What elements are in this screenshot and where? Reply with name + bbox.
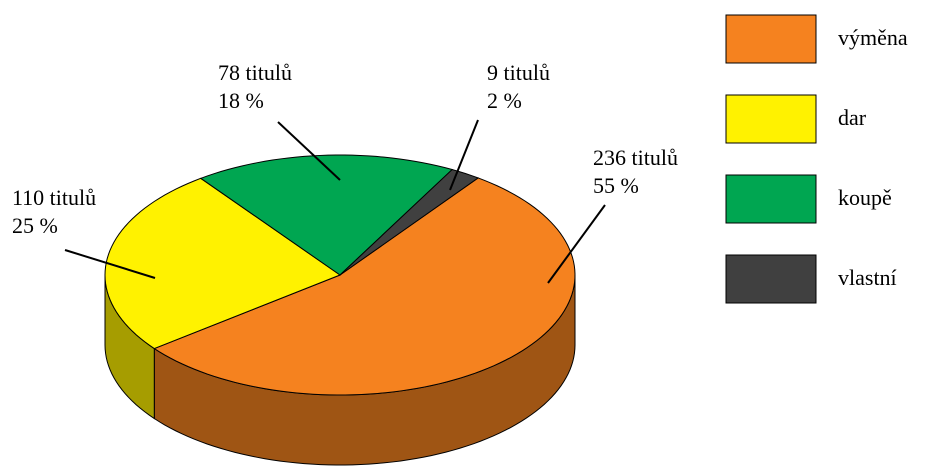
legend-swatch xyxy=(725,94,817,144)
legend-swatch xyxy=(725,254,817,304)
legend-label: koupě xyxy=(838,185,892,210)
legend-label: výměna xyxy=(838,25,908,50)
percent-label: 25 % xyxy=(12,213,58,238)
value-label: 110 titulů xyxy=(12,185,96,210)
pie-slice xyxy=(153,177,576,396)
pie-slice xyxy=(339,168,480,276)
percent-label: 18 % xyxy=(218,88,264,113)
value-label: 236 titulů xyxy=(593,145,678,170)
value-label: 9 titulů xyxy=(487,60,550,85)
legend-swatch xyxy=(725,14,817,64)
legend-label: dar xyxy=(838,105,867,130)
percent-label: 55 % xyxy=(593,173,639,198)
value-label: 78 titulů xyxy=(218,60,292,85)
leader-line xyxy=(64,249,156,279)
pie-slice xyxy=(199,154,454,276)
percent-label: 2 % xyxy=(487,88,522,113)
leader-line xyxy=(547,204,606,284)
leader-line xyxy=(449,119,479,191)
legend-label: vlastní xyxy=(838,265,897,290)
pie-slice xyxy=(104,177,342,350)
legend-swatch xyxy=(725,174,817,224)
leader-line xyxy=(277,121,341,181)
